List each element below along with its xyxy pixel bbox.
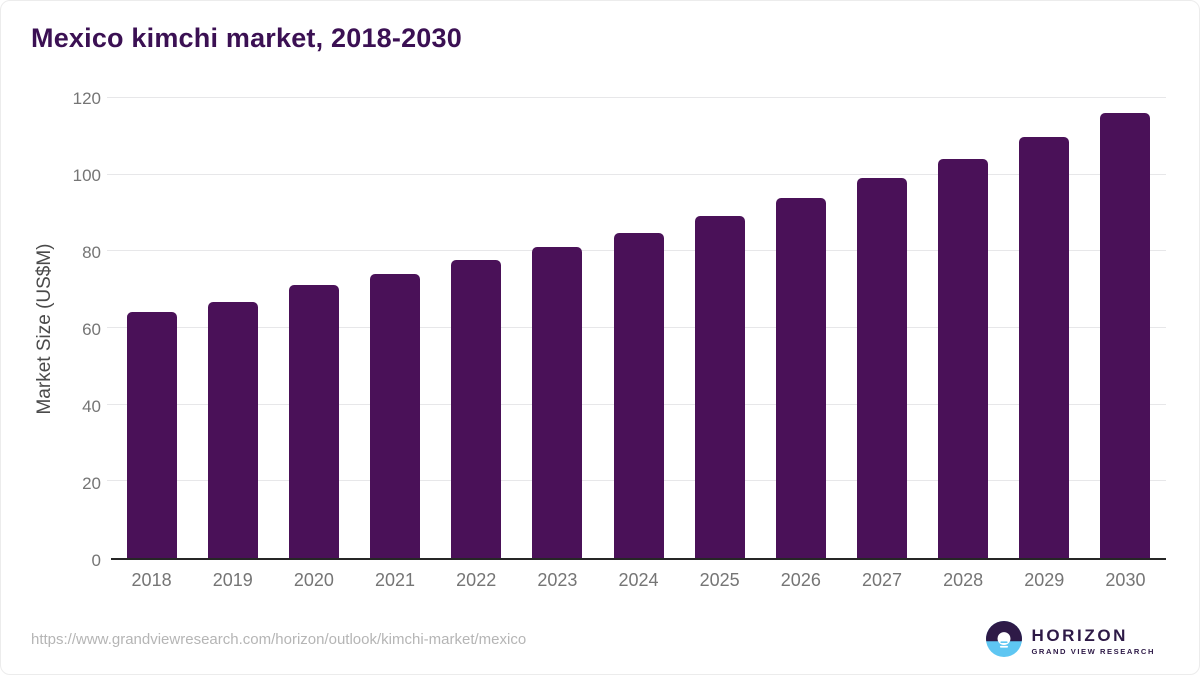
y-tick-0: 0 bbox=[91, 551, 101, 570]
bar-2018[interactable] bbox=[126, 311, 177, 558]
bar-2020[interactable] bbox=[288, 285, 339, 558]
bar-chart bbox=[107, 97, 1166, 560]
bar-slot bbox=[436, 98, 517, 558]
y-tick-20: 20 bbox=[82, 474, 101, 494]
bar-slot bbox=[111, 98, 192, 558]
x-tick-2020: 2020 bbox=[293, 570, 334, 590]
bar-slot bbox=[760, 98, 841, 558]
bar-slot bbox=[354, 98, 435, 558]
bar-slot bbox=[679, 98, 760, 558]
x-tick-2023: 2023 bbox=[537, 570, 578, 590]
x-tick-2018: 2018 bbox=[131, 570, 172, 590]
x-tick-2021: 2021 bbox=[375, 570, 416, 590]
x-tick-2024: 2024 bbox=[618, 570, 659, 590]
x-tick-2027: 2027 bbox=[861, 570, 902, 590]
bar-2026[interactable] bbox=[775, 198, 826, 558]
bar-2022[interactable] bbox=[451, 259, 502, 558]
bar-2019[interactable] bbox=[207, 301, 258, 558]
gridline-120 bbox=[107, 97, 1166, 98]
bar-2024[interactable] bbox=[613, 232, 664, 558]
bar-slot bbox=[273, 98, 354, 558]
page-title: Mexico kimchi market, 2018-2030 bbox=[31, 23, 462, 53]
logo-subtitle: GRAND VIEW RESEARCH bbox=[1031, 647, 1155, 657]
bar-slot bbox=[517, 98, 598, 558]
x-tick-2022: 2022 bbox=[456, 570, 497, 590]
x-tick-2025: 2025 bbox=[699, 570, 740, 590]
bar-slot bbox=[841, 98, 922, 558]
x-tick-2029: 2029 bbox=[1024, 570, 1065, 590]
y-tick-60: 60 bbox=[82, 320, 101, 339]
gridline-100 bbox=[107, 173, 1166, 175]
x-tick-2028: 2028 bbox=[943, 570, 984, 590]
y-tick-40: 40 bbox=[82, 397, 101, 417]
source-url: https://www.grandviewresearch.com/horizo… bbox=[31, 631, 527, 648]
x-tick-2019: 2019 bbox=[212, 570, 253, 590]
y-axis-tick-labels: 0 20 40 60 80 100 120 bbox=[31, 89, 101, 570]
bar-slot bbox=[1004, 98, 1085, 558]
x-tick-2030: 2030 bbox=[1105, 570, 1146, 590]
bars-container bbox=[111, 98, 1166, 558]
bar-2021[interactable] bbox=[370, 273, 421, 558]
x-axis-tick-labels: 2018 2019 2020 2021 2022 2023 2024 2025 2026 2027… bbox=[111, 570, 1166, 591]
bar-slot bbox=[192, 98, 273, 558]
y-axis-title: Market Size (US$M) bbox=[34, 243, 55, 415]
logo-name: HORIZON bbox=[1031, 625, 1129, 645]
horizon-logo: HORIZON GRAND VIEW RESEARCH bbox=[986, 621, 1155, 662]
bar-2028[interactable] bbox=[938, 158, 989, 558]
bar-2030[interactable] bbox=[1100, 112, 1151, 558]
bar-slot bbox=[923, 98, 1004, 558]
bar-2027[interactable] bbox=[856, 178, 907, 558]
bar-slot bbox=[1085, 98, 1166, 558]
bar-2029[interactable] bbox=[1019, 137, 1070, 558]
y-tick-120: 120 bbox=[72, 89, 101, 108]
bar-slot bbox=[598, 98, 679, 558]
y-tick-100: 100 bbox=[72, 166, 101, 185]
y-tick-80: 80 bbox=[82, 243, 101, 263]
bar-2025[interactable] bbox=[694, 215, 745, 558]
bar-2023[interactable] bbox=[532, 246, 583, 558]
horizon-logo-icon bbox=[986, 621, 1023, 662]
x-tick-2026: 2026 bbox=[780, 570, 821, 590]
